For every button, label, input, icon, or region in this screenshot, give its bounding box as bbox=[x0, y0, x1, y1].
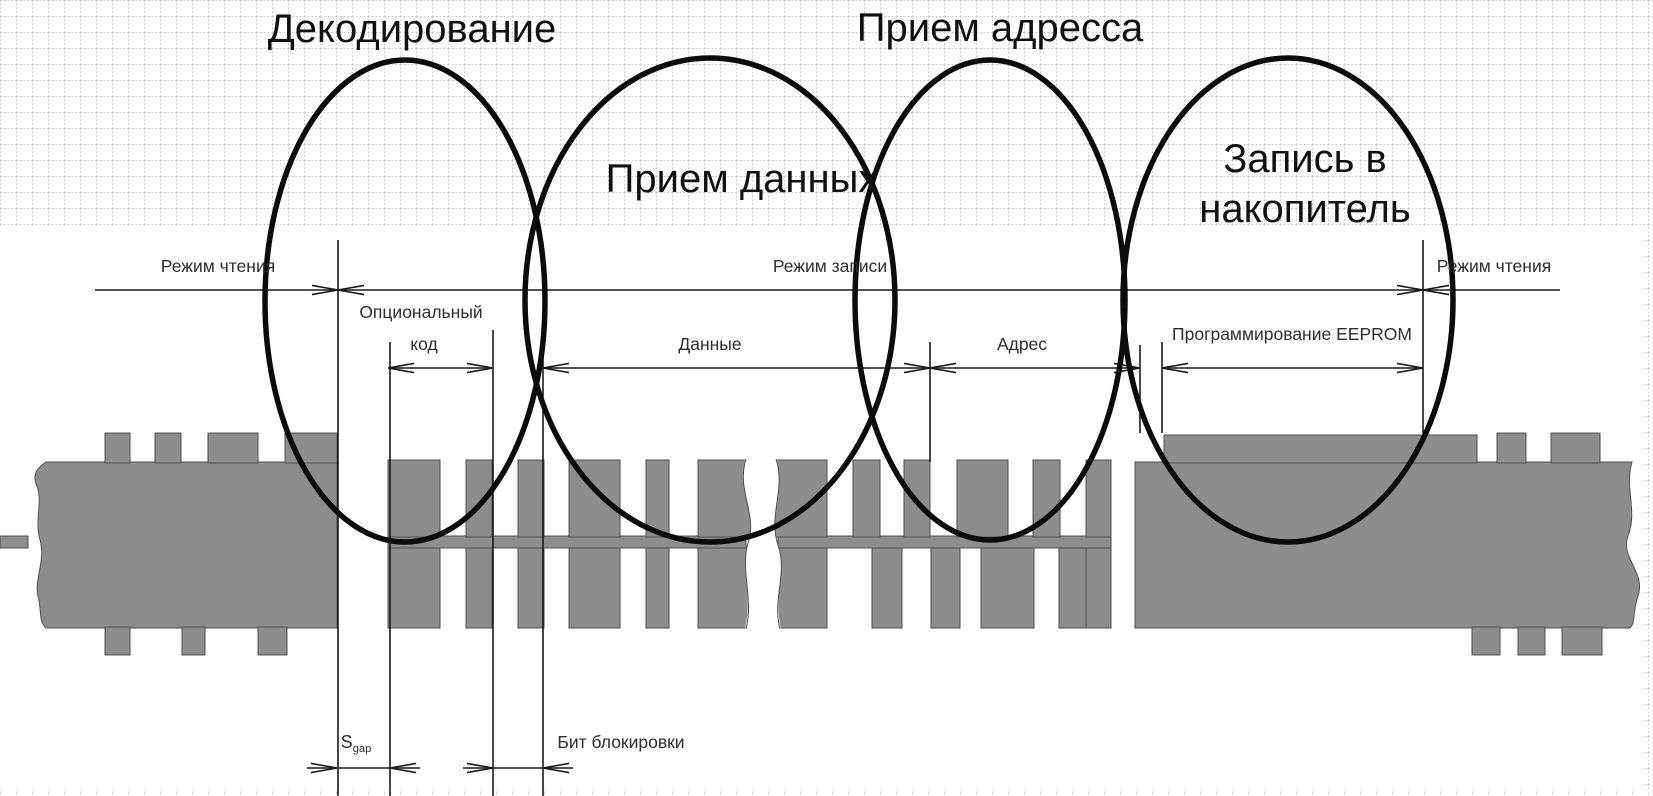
phase-title-addr-receive: Прием адресса bbox=[857, 6, 1144, 50]
dimension-annotations bbox=[95, 240, 1560, 796]
label-read-mode-right: Режим чтения bbox=[1437, 256, 1551, 276]
right-modulation-tooth-bottom-2 bbox=[1561, 626, 1603, 656]
text-labels: Декодирование Прием данных Прием адресса За… bbox=[161, 6, 1551, 755]
bit-bar-bottom-1 bbox=[465, 547, 493, 629]
label-read-mode-left: Режим чтения bbox=[161, 256, 275, 276]
ellipse-data-receive bbox=[522, 55, 898, 545]
dim-lock-bit-arrow-left bbox=[466, 762, 494, 774]
waveform-break-edge-0 bbox=[742, 458, 752, 630]
right-field-body bbox=[1134, 461, 1640, 629]
grid-area-2 bbox=[0, 789, 1653, 796]
dim-address-arrow-left bbox=[929, 362, 957, 374]
phase-title-decoding: Декодирование bbox=[268, 7, 557, 51]
bit-bar-bottom-10 bbox=[1058, 547, 1087, 629]
bit-bar-top-9 bbox=[956, 459, 1009, 538]
bit-bar-bottom-3 bbox=[568, 547, 621, 629]
label-s-gap: Sgap bbox=[341, 732, 372, 755]
dim-eeprom-arrow-right bbox=[1396, 362, 1424, 374]
left-modulation-tooth-bottom-1 bbox=[181, 626, 206, 656]
bit-bar-bottom-9 bbox=[980, 547, 1035, 629]
bit-bar-top-0 bbox=[387, 459, 441, 538]
left-modulation-tooth-top-0 bbox=[104, 432, 131, 464]
left-modulation-tooth-bottom-2 bbox=[257, 626, 288, 656]
bit-bar-bottom-2 bbox=[517, 547, 545, 629]
signal-waveform bbox=[0, 432, 1640, 656]
label-write-mode: Режим записи bbox=[773, 256, 887, 276]
carrier-band-0 bbox=[0, 535, 29, 549]
bit-bar-bottom-8 bbox=[930, 547, 961, 629]
right-modulation-tooth-bottom-1 bbox=[1517, 626, 1546, 656]
phase-ellipses bbox=[262, 55, 1456, 545]
right-modulation-tooth-top-0 bbox=[1496, 432, 1527, 464]
label-optional-code-1: Опциональный bbox=[359, 302, 482, 322]
phase-title-write-line1: Запись в bbox=[1223, 137, 1387, 181]
left-modulation-tooth-bottom-0 bbox=[104, 626, 131, 656]
bit-bar-top-2 bbox=[517, 459, 545, 538]
right-modulation-tooth-top-1 bbox=[1550, 432, 1601, 464]
bit-bar-top-7 bbox=[852, 459, 881, 538]
ellipse-decoding bbox=[262, 57, 548, 545]
bit-bar-top-11 bbox=[1085, 459, 1112, 538]
phase-title-write-line2: накопитель bbox=[1199, 187, 1411, 231]
bit-bar-bottom-7 bbox=[871, 547, 903, 629]
left-modulation-tooth-top-2 bbox=[207, 432, 259, 464]
grid-area-1 bbox=[1644, 0, 1653, 796]
right-modulation-tooth-bottom-0 bbox=[1471, 626, 1501, 656]
carrier-band-2 bbox=[777, 535, 1112, 549]
bit-bar-top-4 bbox=[645, 459, 670, 538]
left-field-body bbox=[34, 461, 338, 629]
bit-bar-bottom-0 bbox=[387, 547, 441, 629]
label-data: Данные bbox=[678, 334, 741, 354]
bit-bar-bottom-4 bbox=[645, 547, 670, 629]
label-lock-bit: Бит блокировки bbox=[557, 732, 684, 752]
dim-optional-code-arrow-left bbox=[387, 362, 415, 374]
waveform-break-edge-1 bbox=[774, 458, 782, 630]
phase-title-data-receive: Прием данных bbox=[606, 157, 879, 201]
left-modulation-tooth-top-1 bbox=[154, 432, 182, 464]
dim-optional-code-arrow-right bbox=[466, 362, 494, 374]
ellipse-write bbox=[1120, 55, 1456, 545]
label-optional-code-2: код bbox=[410, 334, 437, 354]
bit-bar-bottom-11 bbox=[1085, 547, 1112, 629]
dim-data-arrow-left bbox=[542, 362, 570, 374]
dim-eeprom-arrow-left bbox=[1161, 362, 1189, 374]
dim-lock-bit-arrow-right bbox=[542, 762, 570, 774]
dim-s-gap-arrow-right bbox=[389, 762, 417, 774]
dim-s-gap-arrow-left bbox=[310, 762, 338, 774]
label-address: Адрес bbox=[997, 334, 1047, 354]
waveform-break bbox=[743, 456, 782, 632]
label-eeprom: Программирование EEPROM bbox=[1172, 324, 1412, 344]
eeprom-field-plateau bbox=[1163, 434, 1478, 464]
